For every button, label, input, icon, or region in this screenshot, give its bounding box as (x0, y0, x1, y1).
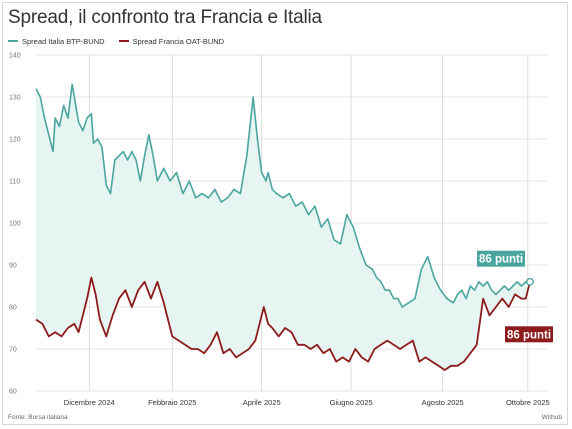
end-label-italia: 86 punti (477, 250, 525, 267)
spread-gap-area (36, 84, 530, 371)
x-tick-label: Ottobre 2025 (506, 398, 550, 407)
y-tick-label: 100 (9, 221, 21, 228)
y-tick-label: 130 (9, 95, 21, 102)
y-tick-label: 110 (9, 179, 20, 186)
end-label-francia-text: 86 punti (507, 329, 551, 341)
chart-legend: Spread Italia BTP-BUND Spread Francia OA… (8, 35, 238, 47)
y-tick-label: 70 (9, 347, 17, 354)
series-line-italia (35, 83, 530, 308)
end-label-francia: 86 punti (505, 326, 553, 343)
legend-swatch-italia (8, 40, 18, 42)
source-note: Fonte: Borsa italiana (8, 414, 68, 421)
y-tick-label: 140 (9, 53, 21, 60)
y-tick-label: 90 (9, 263, 17, 270)
chart-title: Spread, il confronto tra Francia e Itali… (8, 7, 322, 28)
x-tick-label: Aprile 2025 (243, 398, 281, 407)
series-line-francia (35, 276, 531, 371)
legend-item-italia: Spread Italia BTP-BUND (8, 37, 105, 46)
x-tick-label: Agosto 2025 (422, 398, 464, 407)
legend-label-italia: Spread Italia BTP-BUND (22, 36, 105, 46)
legend-swatch-francia (118, 40, 129, 42)
y-tick-label: 60 (9, 389, 17, 396)
end-label-italia-text: 86 punti (479, 254, 523, 266)
chart-frame (2, 2, 568, 425)
end-marker-italia (526, 277, 534, 286)
end-label-italia-box (477, 250, 525, 267)
x-tick-label: Dicembre 2024 (64, 398, 115, 407)
legend-label-francia: Spread Francia OAT-BUND (132, 36, 225, 46)
spread-line-chart: 60 70 80 90 100 110 120 130 140 Dicembre 2024 Febb… (9, 53, 553, 407)
y-tick-label: 80 (9, 305, 17, 312)
end-label-francia-box (505, 326, 553, 343)
x-tick-label: Febbraio 2025 (148, 398, 196, 407)
credit-note: Withub (541, 414, 562, 421)
legend-item-francia: Spread Francia OAT-BUND (118, 36, 225, 46)
y-tick-label: 120 (9, 137, 21, 144)
x-tick-label: Giugno 2025 (330, 398, 373, 407)
